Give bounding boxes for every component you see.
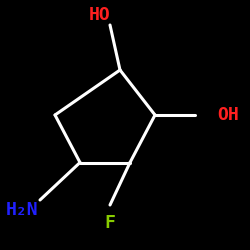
- Text: HO: HO: [89, 6, 111, 24]
- Text: H₂N: H₂N: [6, 201, 39, 219]
- Text: F: F: [104, 214, 116, 232]
- Text: OH: OH: [218, 106, 239, 124]
